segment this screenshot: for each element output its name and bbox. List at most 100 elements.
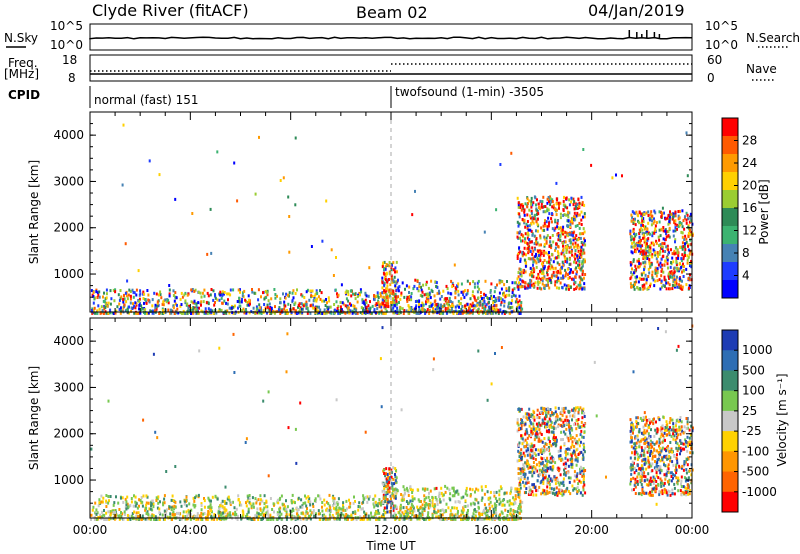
scatter-cell [508,311,511,315]
scatter-cell [121,183,124,187]
scatter-cell [521,203,524,206]
scatter-cell [236,300,239,303]
scatter-cell [95,512,98,516]
scatter-cell [644,273,647,277]
scatter-cell [238,296,241,300]
scatter-cell [445,311,448,315]
scatter-cell [665,235,668,239]
scatter-cell [529,445,532,449]
scatter-cell [321,509,324,513]
scatter-cell [650,263,653,267]
scatter-cell [110,297,113,301]
scatter-cell [682,275,685,278]
scatter-cell [184,291,187,295]
scatter-cell [669,275,671,279]
scatter-cell [342,506,345,510]
scatter-cell [321,501,324,504]
scatter-cell [464,492,467,496]
scatter-cell [271,508,274,511]
scatter-cell [168,288,171,292]
scatter-cell [128,288,131,292]
scatter-cell [365,301,368,305]
scatter-cell [178,518,181,521]
scatter-cell [531,274,534,278]
scatter-cell [658,228,661,232]
scatter-cell [506,280,508,283]
scatter-cell [577,243,579,247]
scatter-cell [418,285,421,289]
scatter-cell [170,311,173,315]
scatter-cell [305,510,308,514]
scatter-cell [148,159,151,163]
scatter-cell [523,258,526,262]
scatter-cell [385,309,388,313]
scatter-cell [584,273,587,276]
scatter-cell [268,302,271,306]
scatter-cell [379,292,382,296]
scatter-cell [425,300,427,304]
scatter-cell [569,238,572,242]
scatter-cell [408,291,410,294]
scatter-cell [648,245,651,249]
scatter-cell [663,275,666,279]
scatter-cell [578,251,581,255]
scatter-cell [557,234,560,238]
freq-panel: Freq. [MHz] 18 8 60 0 Nave [4,53,777,85]
scatter-cell [149,507,152,511]
scatter-cell [534,448,537,452]
scatter-cell [562,462,565,466]
scatter-cell [129,504,132,508]
scatter-cell [568,233,571,237]
scatter-cell [369,312,372,315]
scatter-cell [117,514,120,518]
scatter-cell [634,223,637,227]
scatter-cell [508,499,511,503]
scatter-cell [672,260,675,264]
scatter-cell [385,490,388,494]
scatter-cell [571,463,574,467]
scatter-cell [508,293,511,297]
scatter-cell [509,306,512,310]
scatter-cell [547,446,550,449]
scatter-cell [238,501,241,505]
scatter-cell [345,499,348,503]
nave-label: Nave [746,62,777,76]
scatter-cell [424,517,427,521]
scatter-cell [306,307,309,311]
scatter-cell [273,288,276,291]
scatter-cell [530,270,533,274]
scatter-cell [631,284,633,288]
scatter-cell [454,296,457,300]
scatter-cell [516,196,519,200]
scatter-cell [134,504,137,508]
scatter-cell [458,305,460,309]
scatter-cell [157,293,160,297]
scatter-cell [665,232,667,236]
scatter-cell [160,296,163,300]
scatter-cell [631,237,634,241]
scatter-cell [539,207,542,211]
scatter-cell [669,265,672,269]
scatter-cell [664,238,667,242]
scatter-cell [671,252,674,256]
scatter-cell [569,434,572,438]
scatter-cell [500,510,503,514]
scatter-cell [391,502,394,506]
scatter-cell [95,290,98,294]
scatter-cell [342,513,345,517]
scatter-cell [662,229,665,233]
scatter-cell [682,269,685,273]
scatter-cell [442,517,445,521]
scatter-cell [367,304,370,308]
scatter-cell [411,213,414,217]
scatter-cell [439,303,442,307]
scatter-cell [450,517,452,521]
scatter-cell [336,512,339,516]
scatter-cell [120,295,123,299]
scatter-cell [661,255,664,259]
colorbar-tick-label: 8 [742,246,750,260]
scatter-cell [556,225,559,229]
scatter-cell [678,283,680,287]
scatter-cell [265,499,268,503]
scatter-cell [347,293,350,297]
